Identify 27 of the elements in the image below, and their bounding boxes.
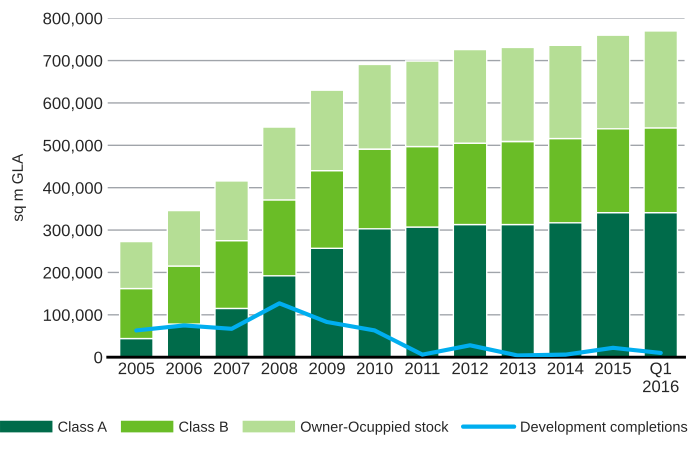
y-tick-label: 600,000 <box>43 97 102 112</box>
x-tick-label: 2006 <box>166 362 202 374</box>
x-tick-label: 2015 <box>595 362 631 374</box>
x-tick-label: 2010 <box>357 362 393 374</box>
x-tick-label: 2011 <box>405 362 440 374</box>
y-tick-label: 300,000 <box>43 224 102 238</box>
x-tick-label: 2012 <box>452 362 488 374</box>
x-tick-label: 2009 <box>309 362 345 374</box>
x-tick-label: 2013 <box>500 362 536 374</box>
y-tick-label: 400,000 <box>43 182 102 196</box>
x-tick-label: 2014 <box>548 362 584 374</box>
y-tick-label: 700,000 <box>43 54 102 69</box>
legend-label: Owner-Ocuppied stock <box>300 421 449 435</box>
legend-label: Development completions <box>521 421 688 435</box>
x-tick-label: 2005 <box>118 362 154 374</box>
legend-label: Class A <box>58 421 108 432</box>
y-axis-title: sq m GLA <box>12 154 26 222</box>
x-tick-label: 2007 <box>214 362 250 374</box>
legend-label: Class B <box>179 421 228 432</box>
y-tick-label: 100,000 <box>44 309 102 323</box>
y-tick-label: 800,000 <box>43 12 102 26</box>
x-tick-label: 2008 <box>262 362 298 374</box>
x-tick-label: Q1 2016 <box>643 362 679 392</box>
y-tick-label: 0 <box>94 352 102 364</box>
y-tick-label: 500,000 <box>43 140 102 154</box>
line-series <box>134 301 663 358</box>
y-tick-label: 200,000 <box>43 266 102 281</box>
